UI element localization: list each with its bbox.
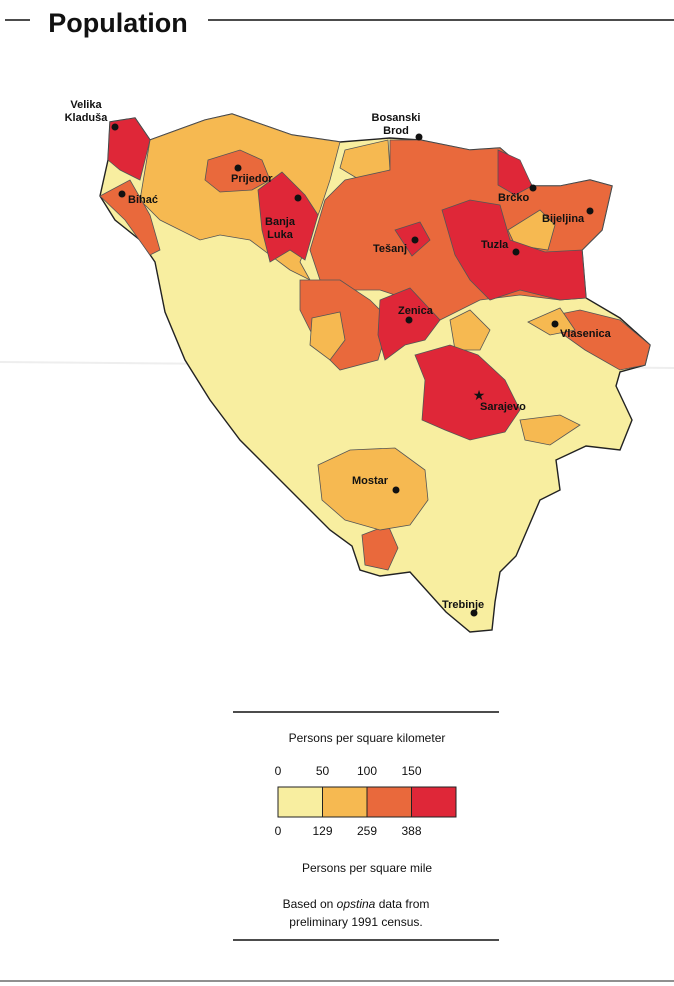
legend-tick-label: 100	[357, 764, 377, 778]
legend-tick-label: 388	[401, 824, 421, 838]
city-label: Banja Luka	[265, 216, 296, 241]
city-dot	[551, 320, 559, 328]
city-label: Tuzla	[481, 239, 509, 251]
region-highest	[497, 149, 533, 196]
city-dot	[111, 123, 119, 131]
city-dot	[234, 164, 242, 172]
legend-swatch	[411, 786, 457, 818]
region-medium	[449, 309, 491, 351]
map	[99, 113, 651, 633]
region-highest	[377, 287, 441, 361]
city-dot	[294, 194, 302, 202]
city-dot	[470, 609, 478, 617]
city-label: Bosanski Brod	[372, 112, 421, 137]
legend-title: Persons per square kilometer	[289, 731, 446, 745]
city-label: Prijedor	[231, 173, 273, 185]
city-label: Velika Kladuša	[65, 99, 109, 124]
city-label: Bihać	[128, 194, 158, 206]
city-dot	[512, 248, 520, 256]
region-medium	[527, 307, 576, 336]
city-label: Bijeljina	[542, 213, 585, 225]
region-medium	[309, 311, 346, 361]
city-label: Mostar	[352, 475, 389, 487]
city-label: Zenica	[398, 305, 434, 317]
city-label: Brčko	[498, 192, 529, 204]
city-dot	[415, 133, 423, 141]
legend-tick-label: 50	[316, 764, 330, 778]
city-dot	[405, 316, 413, 324]
city-dot	[586, 207, 594, 215]
legend-swatch	[322, 786, 368, 818]
region-highest	[414, 344, 521, 441]
city-label: Tešanj	[373, 243, 407, 255]
city-dot	[411, 236, 419, 244]
region-medium	[519, 414, 581, 446]
legend-tick-label: 259	[357, 824, 377, 838]
region-highest	[107, 117, 151, 181]
city-label: Vlasenica	[560, 328, 612, 340]
legend-tick-label: 150	[401, 764, 421, 778]
places: Velika Kladuša Bosanski Brod Prijedor Biha…	[65, 99, 612, 617]
capital-star: ★	[473, 387, 486, 403]
legend-swatch	[277, 786, 323, 818]
region-high	[99, 179, 161, 256]
legend: Persons per square kilometer Persons per…	[233, 711, 499, 941]
legend-tick-label: 129	[312, 824, 332, 838]
city-dot	[118, 190, 126, 198]
city-label: Trebinje	[442, 599, 484, 611]
city-dot	[392, 486, 400, 494]
city-dot	[529, 184, 537, 192]
legend-note: preliminary 1991 census.	[289, 915, 422, 929]
legend-note: Based on opstina data from	[283, 897, 430, 911]
title: Population	[48, 8, 187, 38]
city-label: Sarajevo	[480, 401, 526, 413]
region-medium	[317, 447, 429, 531]
legend-tick-label: 0	[275, 764, 282, 778]
region-highest	[257, 171, 319, 263]
legend-swatch	[366, 786, 412, 818]
legend-tick-label: 0	[275, 824, 282, 838]
legend-title: Persons per square mile	[302, 861, 432, 875]
